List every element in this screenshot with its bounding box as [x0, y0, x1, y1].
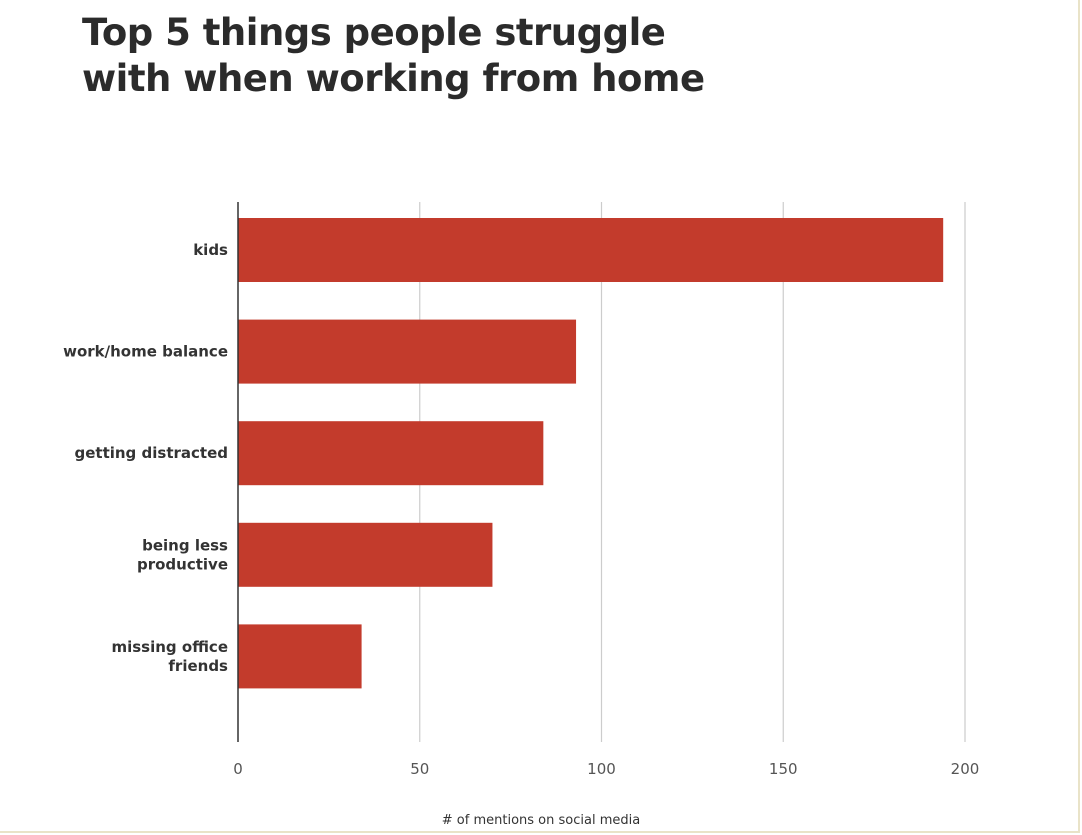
- bar: [238, 218, 944, 282]
- x-tick-label: 50: [410, 760, 429, 778]
- y-category-label: kids: [193, 241, 228, 259]
- bar: [238, 624, 362, 689]
- bar: [238, 421, 544, 486]
- y-category-label: missing office friends: [111, 638, 228, 675]
- bars: [238, 218, 944, 689]
- x-tick-label: 150: [769, 760, 798, 778]
- y-category-label: work/home balance: [63, 343, 228, 361]
- y-category-label: getting distracted: [74, 444, 228, 462]
- category-labels: kids work/home balance getting distracted b…: [63, 241, 228, 675]
- chart-title-line-1: Top 5 things people struggle: [82, 11, 666, 54]
- y-category-label: being less productive: [137, 536, 228, 573]
- x-tick-label: 200: [951, 760, 980, 778]
- x-tick-label: 0: [233, 760, 243, 778]
- x-tick-label: 100: [587, 760, 616, 778]
- bar: [238, 319, 577, 384]
- tick-labels: 0 50 100 150 200: [233, 760, 979, 778]
- gridlines: [419, 202, 966, 742]
- x-axis-title: # of mentions on social media: [442, 813, 640, 828]
- chart-title-line-2: with when working from home: [82, 57, 705, 100]
- chart-title: Top 5 things people struggle with when w…: [82, 10, 982, 102]
- bar: [238, 522, 493, 587]
